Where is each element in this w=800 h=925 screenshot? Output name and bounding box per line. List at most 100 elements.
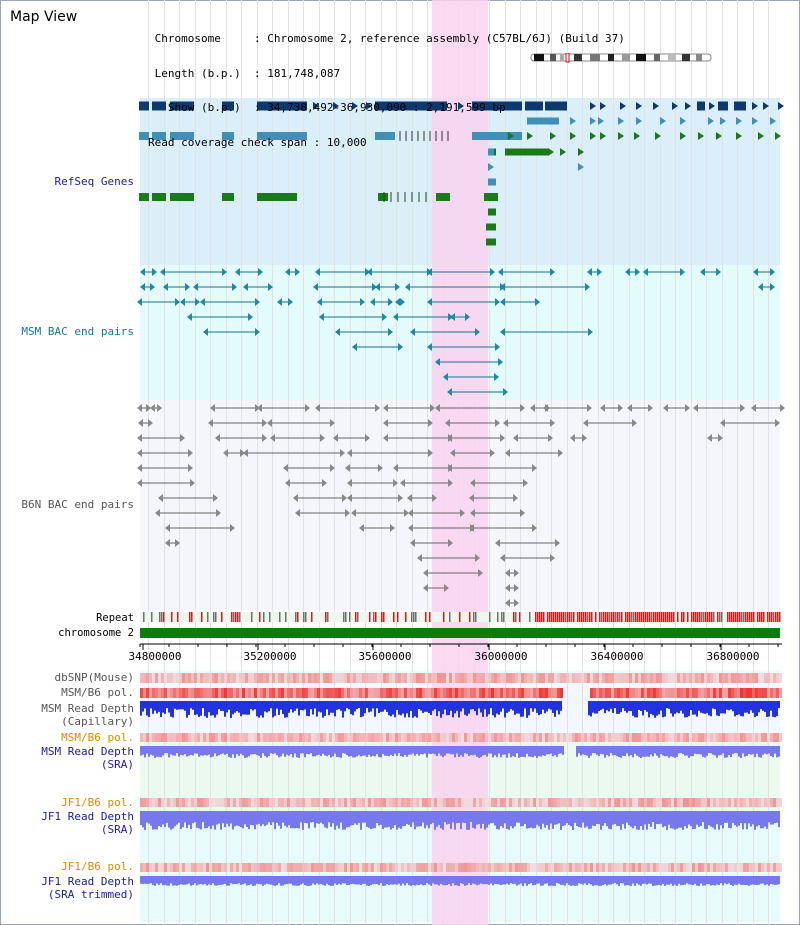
b6n-bac-end: [632, 419, 637, 427]
heat-cell: [338, 673, 341, 683]
heat-cell: [167, 863, 170, 872]
depth-bar: [568, 811, 570, 825]
depth-bar: [318, 701, 320, 712]
gene-block: [375, 132, 395, 140]
depth-bar: [552, 811, 554, 829]
depth-bar: [754, 876, 756, 885]
depth-bar: [530, 811, 532, 828]
repeat-element: [673, 612, 675, 622]
depth-bar: [160, 701, 162, 718]
heat-cell: [407, 673, 410, 683]
b6n-bac-end: [417, 554, 422, 562]
refseq-genes-track[interactable]: [139, 101, 784, 246]
heat-cell: [167, 798, 170, 807]
b6n-bac-end: [428, 449, 433, 457]
heat-cell: [719, 863, 722, 872]
depth-bar: [408, 701, 410, 718]
read-depth-histograms[interactable]: [140, 701, 780, 886]
b6n-bac-end: [210, 404, 215, 412]
refseq-genes-label[interactable]: RefSeq Genes: [54, 175, 134, 188]
depth-bar: [760, 811, 762, 829]
repeat-element: [601, 612, 603, 622]
heat-cell: [602, 798, 605, 807]
msm-bac-end: [255, 298, 260, 306]
depth-bar: [432, 876, 434, 884]
heat-cell: [455, 673, 458, 683]
polymorphism-heat-strips[interactable]: [140, 673, 782, 872]
msm-bac-end-pairs-track[interactable]: [137, 268, 775, 396]
heat-cell: [323, 798, 326, 807]
b6n-bac-end-pairs-track[interactable]: [137, 404, 785, 607]
heat-cell: [530, 673, 533, 683]
heat-cell: [632, 733, 635, 742]
depth-bar: [310, 811, 312, 823]
gene-block: [525, 101, 543, 111]
depth-bar: [280, 876, 282, 886]
heat-cell: [644, 673, 647, 683]
msm-bac-end: [588, 328, 593, 336]
heat-cell: [338, 733, 341, 742]
repeat-element: [355, 612, 357, 622]
heat-cell: [704, 733, 707, 742]
depth-bar: [220, 811, 222, 830]
b6n-bac-end: [146, 404, 151, 412]
depth-bar: [218, 876, 220, 885]
b6n-bac-label[interactable]: B6N BAC end pairs: [21, 498, 134, 511]
depth-bar: [382, 746, 384, 754]
depth-bar: [336, 876, 338, 885]
heat-cell: [755, 798, 758, 807]
heat-cell: [683, 673, 686, 683]
depth-bar: [440, 876, 442, 884]
chromosome-bar[interactable]: [140, 628, 780, 638]
heat-cell: [500, 863, 503, 872]
depth-bar: [162, 811, 164, 825]
b6n-bac-end: [720, 419, 725, 427]
heat-cell: [491, 733, 494, 742]
repeat-element: [473, 612, 475, 622]
heat-cell: [683, 798, 686, 807]
depth-bar: [184, 811, 186, 823]
depth-bar: [342, 701, 344, 718]
depth-bar: [456, 701, 458, 711]
repeat-track[interactable]: [143, 612, 781, 622]
jf1-b6-pol-2-label: JF1/B6 pol.: [61, 860, 134, 873]
chromosome-ideogram[interactable]: [530, 53, 714, 63]
heat-cell: [323, 688, 326, 698]
b6n-bac-end: [375, 404, 380, 412]
repeat-element: [747, 612, 749, 622]
msm-bac-label[interactable]: MSM BAC end pairs: [21, 325, 134, 338]
repeat-element: [719, 612, 721, 622]
msm-bac-end: [232, 283, 237, 291]
heat-cell: [638, 863, 641, 872]
heat-cell: [263, 673, 266, 683]
depth-bar: [242, 746, 244, 756]
depth-bar: [252, 811, 254, 826]
depth-bar: [532, 701, 534, 712]
depth-bar: [540, 746, 542, 757]
heat-cell: [299, 688, 302, 698]
depth-bar: [676, 876, 678, 886]
depth-bar: [616, 746, 618, 757]
depth-bar: [770, 876, 772, 885]
heat-cell: [143, 688, 146, 698]
depth-bar: [672, 811, 674, 829]
heat-cell: [503, 688, 506, 698]
heat-cell: [143, 733, 146, 742]
heat-cell: [386, 733, 389, 742]
heat-cell: [647, 798, 650, 807]
b6n-bac-end: [550, 554, 555, 562]
msm-bac-end: [500, 283, 505, 291]
heat-cell: [287, 863, 290, 872]
heat-cell: [632, 688, 635, 698]
depth-bar: [630, 876, 632, 886]
depth-bar: [228, 746, 230, 758]
gene-arrow: [736, 117, 742, 125]
heat-cell: [527, 863, 530, 872]
heat-cell: [386, 798, 389, 807]
gene-block: [170, 132, 194, 140]
heat-cell: [572, 733, 575, 742]
heat-cell: [311, 733, 314, 742]
depth-bar: [404, 746, 406, 756]
depth-bar: [586, 746, 588, 756]
depth-bar: [162, 746, 164, 756]
